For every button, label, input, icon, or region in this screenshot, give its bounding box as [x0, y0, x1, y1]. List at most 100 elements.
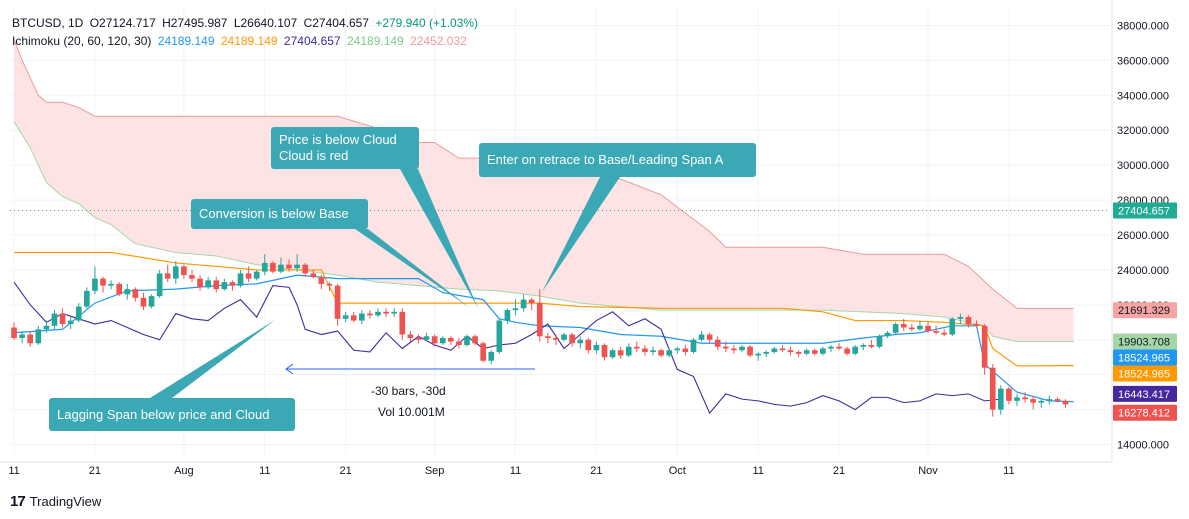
candle-body [771, 348, 778, 352]
candle [27, 331, 34, 347]
candle-body [957, 317, 964, 319]
candle-body [92, 278, 98, 291]
candle-body [334, 285, 341, 319]
candle [100, 276, 106, 293]
candle-body [59, 313, 66, 325]
candle-body [569, 334, 575, 344]
time-tick-label: Sep [425, 465, 445, 477]
candle [747, 344, 753, 358]
price-label-text: 16278.412 [1118, 408, 1170, 420]
callout-conversion-below-base[interactable]: Conversion is below Base [191, 199, 368, 229]
price-label-bg [1113, 202, 1177, 219]
candle [917, 320, 923, 332]
candle [884, 331, 891, 339]
candle-body [140, 297, 147, 307]
candle [569, 332, 575, 347]
candle-body [464, 336, 470, 345]
measure-bars-label: -30 bars, -30d [371, 384, 446, 398]
time-tick-label: 21 [89, 465, 101, 477]
candle-body [1030, 399, 1036, 403]
candle-body [989, 367, 996, 410]
candle [140, 292, 147, 311]
price-label-bg [1113, 302, 1177, 319]
callout-lagging-below[interactable]: Lagging Span below price and Cloud [49, 398, 295, 431]
candle [1038, 399, 1045, 408]
candle [278, 257, 284, 274]
price-label-text: 21691.329 [1118, 305, 1170, 317]
candle-body [156, 273, 163, 297]
price-label-text: 16443.417 [1118, 389, 1170, 401]
measure-volume-label: Vol 10.001M [378, 405, 445, 419]
candle-body [690, 339, 697, 352]
legend-indicator[interactable]: Ichimoku (20, 60, 120, 30) [12, 34, 152, 48]
candle [545, 332, 551, 344]
candle-body [731, 348, 737, 351]
candle [722, 341, 729, 352]
candle [407, 331, 414, 342]
candle-body [407, 334, 414, 339]
time-axis: 11 21 Aug 11 21 Sep 11 21 Oct 11 21 Nov 11 [0, 461, 1112, 477]
candle-body [674, 348, 681, 351]
candle-body [868, 344, 875, 347]
candle [270, 261, 276, 274]
cloud-area [14, 39, 1074, 342]
candle [318, 275, 325, 290]
candle-body [1038, 400, 1045, 403]
candle-body [270, 262, 276, 272]
candle-body [181, 266, 187, 276]
candle [302, 262, 309, 277]
candle-body [245, 273, 252, 279]
callout-enter-retrace[interactable]: Enter on retrace to Base/Leading Span A [479, 143, 756, 177]
candle [787, 346, 794, 356]
candle-body [609, 350, 616, 358]
price-label-bg [1113, 404, 1177, 421]
candle [164, 264, 171, 283]
candle-body [237, 273, 244, 286]
candle-body [310, 273, 317, 277]
candle-body [553, 338, 559, 340]
candle-body [67, 320, 74, 325]
legend-lagging: 27404.657 [283, 34, 341, 48]
time-tick-label: 11 [8, 465, 19, 477]
candle-body [666, 350, 673, 356]
legend-ohlc: BTCUSD, 1D O27124.717 H27495.987 L26640.… [12, 16, 481, 30]
legend-open: O27124.717 [89, 16, 156, 30]
candle-body [698, 334, 705, 340]
candle-body [375, 311, 381, 316]
candle [836, 343, 842, 351]
price-tick-label: 34000.000 [1117, 90, 1169, 102]
candle [132, 287, 139, 302]
tradingview-logo[interactable]: 17 TradingView [10, 493, 101, 510]
price-tick-label: 26000.000 [1117, 230, 1169, 242]
candle-body [108, 283, 114, 286]
candle-body [116, 283, 123, 295]
legend-leading-b: 22452.032 [410, 34, 467, 48]
candle [488, 350, 495, 365]
candle [19, 331, 25, 344]
candle-body [1022, 397, 1028, 400]
candle-body [536, 303, 543, 337]
candle-body [431, 336, 438, 344]
legend-ichimoku: Ichimoku (20, 60, 120, 30) 24189.149 241… [12, 34, 470, 48]
legend-conversion: 24189.149 [157, 34, 215, 48]
callout-price-below-cloud[interactable]: Price is below Cloud Cloud is red [271, 127, 419, 169]
candle-body [925, 325, 931, 332]
candle-body [917, 325, 923, 330]
candle-body [326, 283, 333, 286]
candle [617, 346, 624, 359]
candle-body [1006, 388, 1012, 401]
candle-body [617, 350, 624, 356]
candle [650, 346, 656, 356]
candle [11, 322, 17, 340]
candle-body [488, 351, 495, 361]
price-label-bg [1113, 333, 1177, 350]
candle [334, 283, 341, 326]
candle-body [43, 325, 50, 330]
legend-symbol[interactable]: BTCUSD, 1D [12, 16, 84, 30]
candle [771, 346, 778, 354]
candle [957, 313, 964, 325]
candle-body [286, 264, 292, 269]
candle-body [391, 311, 398, 314]
candle [674, 346, 681, 354]
